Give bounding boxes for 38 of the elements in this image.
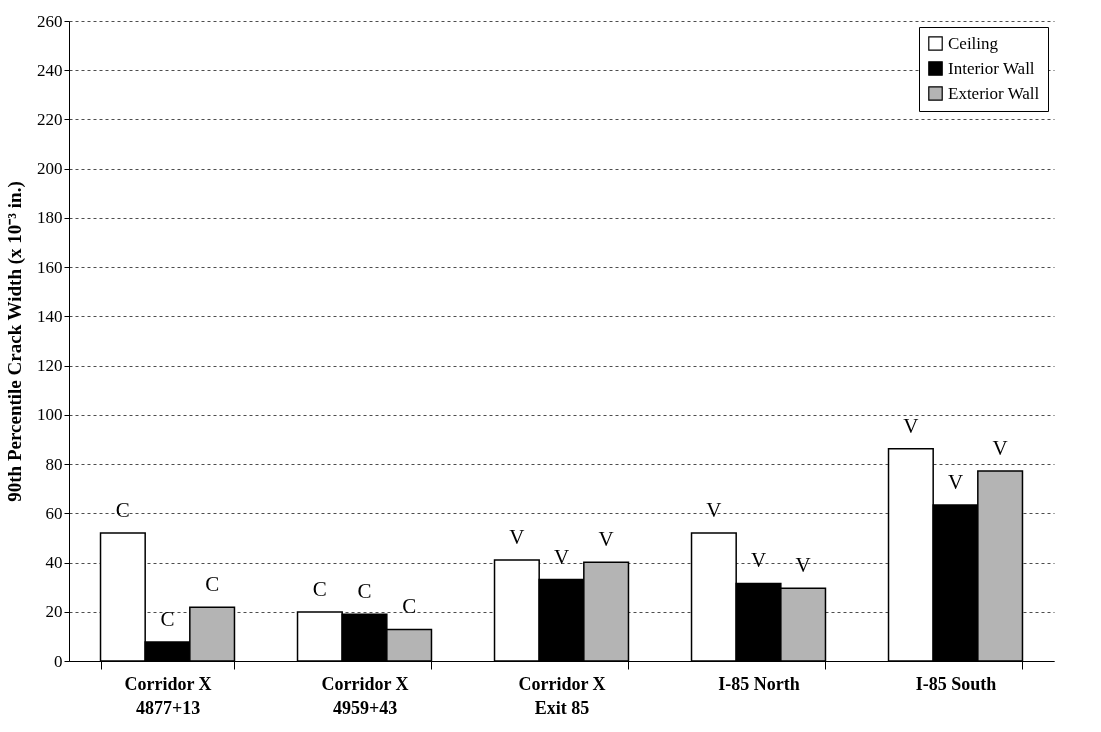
y-tick-label: 180 xyxy=(37,208,63,228)
y-tick-label: 200 xyxy=(37,159,63,179)
y-tick-label: 40 xyxy=(45,553,63,573)
data-label: C xyxy=(115,498,130,522)
x-tick-label: I-85 South xyxy=(915,673,997,694)
y-tick-label: 100 xyxy=(37,405,63,425)
data-label: V xyxy=(706,498,722,522)
data-label: V xyxy=(947,469,964,494)
legend-label: Interior Wall xyxy=(948,58,1035,78)
data-label: V xyxy=(903,413,919,438)
x-tick-label: I-85 North xyxy=(718,673,800,694)
data-label: C xyxy=(205,572,220,597)
y-axis-title: 90th Percentile Crack Width (x 10⁻³ in.) xyxy=(4,181,26,502)
x-tick-label: Corridor X 4877+13 xyxy=(124,673,212,718)
y-tick-label: 260 xyxy=(37,11,63,31)
y-tick-label: 80 xyxy=(45,454,63,474)
data-label: C xyxy=(402,594,417,619)
data-label: C xyxy=(357,579,372,604)
y-tick-label: 0 xyxy=(54,651,63,671)
data-label: V xyxy=(750,548,767,573)
y-tick-label: 140 xyxy=(37,306,63,326)
data-label: C xyxy=(312,577,327,602)
data-label: V xyxy=(992,435,1008,460)
y-tick-label: 220 xyxy=(37,109,63,129)
legend-label: Exterior Wall xyxy=(948,83,1040,103)
y-tick-label: 60 xyxy=(45,503,63,523)
data-label: C xyxy=(160,607,175,632)
y-tick-label: 160 xyxy=(37,257,63,277)
legend-label: Ceiling xyxy=(948,33,999,53)
y-tick-label: 120 xyxy=(37,356,63,376)
data-label: V xyxy=(553,544,570,569)
data-label: V xyxy=(598,527,614,552)
y-tick-label: 20 xyxy=(45,602,63,622)
x-tick-label: Corridor X 4959+43 xyxy=(321,673,409,718)
data-label: V xyxy=(509,525,525,550)
x-tick-label: Corridor X Exit 85 xyxy=(518,673,606,718)
y-tick-label: 240 xyxy=(37,60,63,80)
data-label: V xyxy=(795,553,811,578)
